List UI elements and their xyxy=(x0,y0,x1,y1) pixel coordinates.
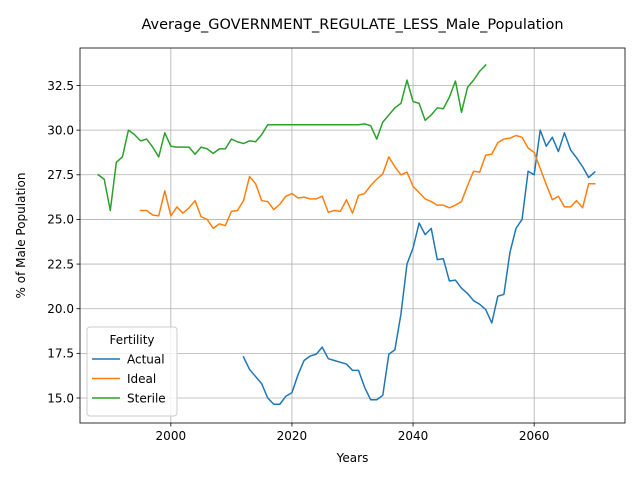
plot-frame xyxy=(79,47,626,424)
y-tick-label: 27.5 xyxy=(47,168,74,182)
y-tick-label: 17.5 xyxy=(47,347,74,361)
y-tick-label: 25.0 xyxy=(47,213,74,227)
y-tick-label: 30.0 xyxy=(47,123,74,137)
series-line-sterile xyxy=(97,63,487,212)
series-lines xyxy=(97,63,596,405)
y-tick-label: 22.5 xyxy=(47,257,74,271)
legend-label-sterile: Sterile xyxy=(127,391,166,405)
x-tick-label: 2060 xyxy=(519,429,550,443)
y-axis-label: % of Male Population xyxy=(14,173,28,299)
chart-title: Average_GOVERNMENT_REGULATE_LESS_Male_Po… xyxy=(141,17,563,33)
x-tick-label: 2040 xyxy=(398,429,429,443)
x-axis-ticks: 2000 2020 2040 2060 xyxy=(156,423,550,443)
legend-label-ideal: Ideal xyxy=(127,372,156,386)
y-axis-ticks: 15.0 17.5 20.0 22.5 25.0 27.5 30.0 32.5 xyxy=(47,79,80,405)
y-tick-label: 20.0 xyxy=(47,302,74,316)
legend-title: Fertility xyxy=(109,333,154,347)
y-tick-label: 32.5 xyxy=(47,79,74,93)
legend-box xyxy=(86,326,178,417)
x-tick-label: 2020 xyxy=(277,429,308,443)
x-axis-label: Years xyxy=(336,451,369,465)
series-line-ideal xyxy=(139,134,596,230)
x-tick-label: 2000 xyxy=(156,429,187,443)
y-tick-label: 15.0 xyxy=(47,391,74,405)
legend-label-actual: Actual xyxy=(127,352,165,366)
legend: Fertility Actual Ideal Sterile xyxy=(86,326,178,417)
